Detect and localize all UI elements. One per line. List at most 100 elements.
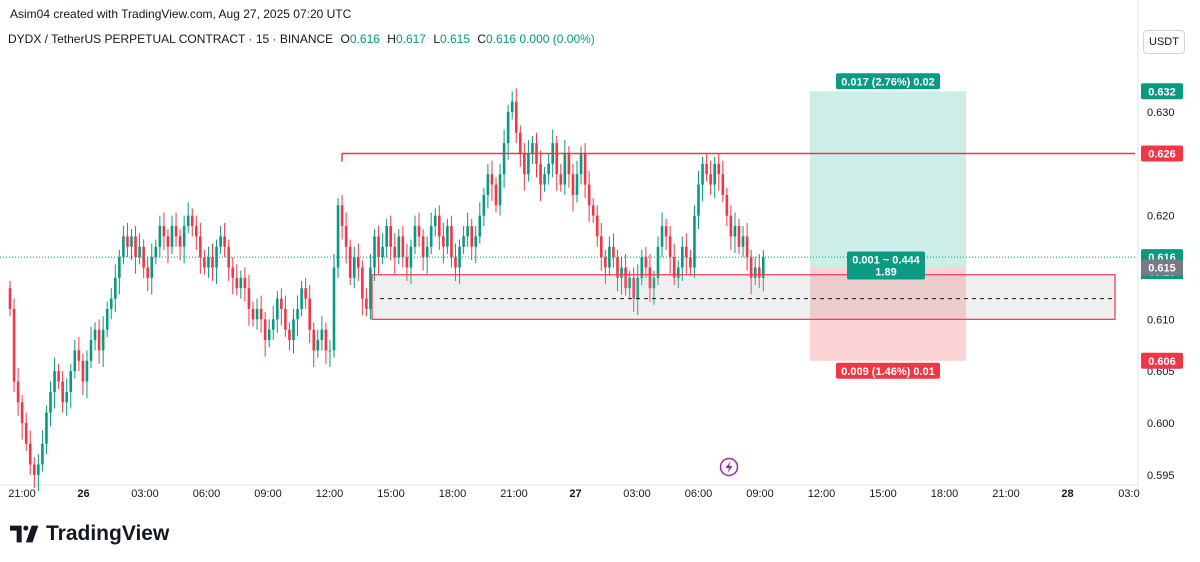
candle-body <box>502 143 506 175</box>
candle-body <box>385 226 388 247</box>
candle-body <box>470 226 473 247</box>
candle-body <box>231 267 235 278</box>
candle-body <box>300 288 303 309</box>
candle-body <box>33 464 36 475</box>
candle-body <box>239 277 243 289</box>
candle-body <box>304 288 307 299</box>
time-tick-label: 21:00 <box>8 488 36 500</box>
candle-body <box>636 277 640 299</box>
candle-body <box>486 174 490 195</box>
price-tick-label: 0.600 <box>1147 418 1175 430</box>
tradingview-logo-icon <box>10 525 39 543</box>
candle-body <box>616 257 619 278</box>
candle-body <box>721 174 725 195</box>
candle-body <box>685 246 688 258</box>
time-tick-label: 27 <box>569 488 581 500</box>
candle-body <box>482 194 486 216</box>
candle-body <box>531 143 534 154</box>
candle-body <box>640 257 644 278</box>
lightning-icon[interactable] <box>719 457 739 477</box>
price-tick-label: 0.605 <box>1147 366 1175 378</box>
candle-body <box>332 267 336 351</box>
time-tick-label: 06:00 <box>685 488 713 500</box>
candle-body <box>478 215 482 237</box>
candle-body <box>527 153 530 175</box>
candle-body <box>182 226 186 247</box>
candle-body <box>539 163 542 185</box>
candle-body <box>89 340 93 361</box>
candle-body <box>49 391 52 413</box>
tradingview-logo[interactable]: TradingView <box>10 522 169 546</box>
stop-label-bg <box>836 362 940 379</box>
candle-body <box>498 174 502 206</box>
candle-body <box>676 267 680 278</box>
candle-body <box>681 246 684 268</box>
target-zone <box>810 91 966 268</box>
candle-body <box>57 371 60 382</box>
price-axis[interactable]: 0.595 0.600 0.605 0.610 0.620 0.630 0.632 0.626… <box>1141 83 1183 482</box>
time-tick-label: 09:00 <box>254 488 282 500</box>
candle-body <box>37 464 40 475</box>
candle-body <box>41 443 44 465</box>
candle-body <box>142 246 145 268</box>
stop-zone <box>810 267 966 361</box>
time-tick-label: 15:00 <box>377 488 405 500</box>
candle-body <box>211 257 214 268</box>
candle-body <box>73 350 77 372</box>
candle-body <box>648 267 652 289</box>
price-axis-label: 0.626 <box>1148 148 1176 160</box>
currency-button[interactable]: USDT <box>1143 30 1185 54</box>
candle-body <box>628 277 631 289</box>
candle-body <box>93 329 97 341</box>
lightning-bolt <box>725 461 733 473</box>
symbol-legend: DYDX / TetherUS PERPETUAL CONTRACT · 15 … <box>8 32 595 46</box>
candle-body <box>8 288 12 309</box>
candle-body <box>474 236 478 247</box>
risk-reward-label-bg <box>847 251 925 280</box>
candle-body <box>118 257 121 278</box>
candle-body <box>190 215 194 227</box>
time-tick-label: 21:00 <box>500 488 528 500</box>
time-tick-label: 09:00 <box>746 488 774 500</box>
candle-body <box>251 308 255 320</box>
candle-body <box>664 226 668 237</box>
candle-body <box>689 257 692 268</box>
candle-body <box>652 277 656 289</box>
time-tick-label: 12:00 <box>316 488 344 500</box>
time-axis[interactable]: 21:00 26 03:00 06:00 09:00 12:00 15:00 18:00 21:… <box>8 488 1139 500</box>
candle-body <box>69 371 73 392</box>
candle-body <box>178 236 182 247</box>
candle-body <box>361 267 364 299</box>
candle-body <box>308 298 311 330</box>
time-tick-label: 18:00 <box>439 488 467 500</box>
chart-overlays: 0.017 (2.76%) 0.02 0.009 (1.46%) 0.01 0.00… <box>0 73 1135 477</box>
candle-body <box>672 257 676 278</box>
open-value: 0.616 <box>349 32 380 46</box>
candle-body <box>259 308 263 320</box>
symbol-title[interactable]: DYDX / TetherUS PERPETUAL CONTRACT · 15 … <box>8 32 334 46</box>
price-axis-label: 0.632 <box>1148 86 1176 98</box>
candle-body <box>377 236 380 258</box>
candle-body <box>543 174 546 185</box>
candle-body <box>97 329 101 351</box>
time-tick-label: 03:00 <box>623 488 651 500</box>
candle-body <box>77 350 81 361</box>
price-tick-label: 0.630 <box>1147 107 1175 119</box>
candle-body <box>150 257 154 278</box>
candle-body <box>296 308 299 320</box>
candle-body <box>713 163 716 185</box>
candle-body <box>438 215 441 237</box>
candle-body <box>45 412 48 444</box>
change-value: 0.000 (0.00%) <box>519 32 595 46</box>
candle-body <box>559 174 563 185</box>
candle-body <box>417 226 421 237</box>
close-value: 0.616 <box>486 32 517 46</box>
candle-body <box>413 226 417 247</box>
candle-body <box>656 246 660 278</box>
candle-body <box>365 298 368 309</box>
candle-body <box>729 215 733 237</box>
candle-body <box>757 267 761 278</box>
candle-body <box>547 163 550 175</box>
candle-body <box>53 371 56 392</box>
